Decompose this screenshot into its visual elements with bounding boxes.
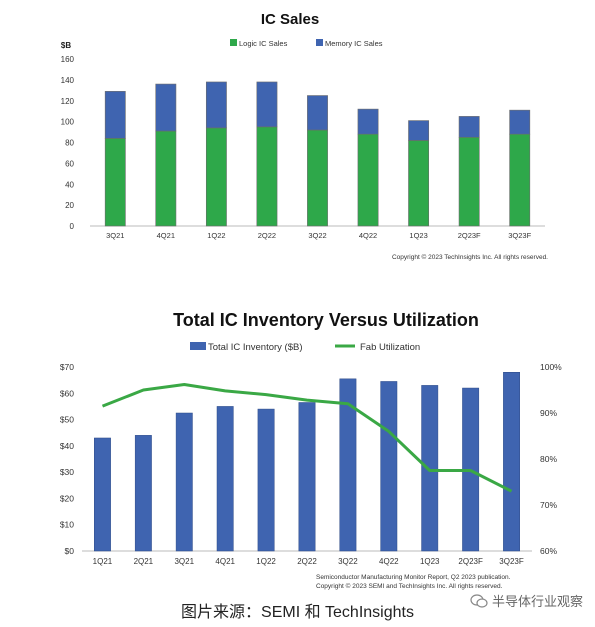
chart1-ylabel: $B <box>61 41 71 50</box>
y-tick-label: 140 <box>61 76 75 85</box>
bar-total-ic-inventory <box>503 372 520 552</box>
watermark: 半导体行业观察 <box>470 591 583 610</box>
ic-sales-chart: IC Sales $B Logic IC Sales Memory IC Sal… <box>61 11 549 261</box>
x-tick-label: 3Q23F <box>499 557 524 566</box>
bar-total-ic-inventory <box>134 435 152 552</box>
bar-total-ic-inventory <box>339 378 357 552</box>
chart1-title: IC Sales <box>261 11 319 28</box>
y-tick-label: 60 <box>65 159 74 168</box>
bar-logic-ic <box>509 133 531 227</box>
x-tick-label: 4Q22 <box>379 557 399 566</box>
bar-logic-ic <box>205 127 227 227</box>
chart1-copyright: Copyright © 2023 TechInsights Inc. All r… <box>392 253 548 261</box>
image-source-caption: 图片来源：SEMI 和 TechInsights <box>181 604 414 621</box>
x-tick-label: 1Q22 <box>256 557 276 566</box>
x-tick-label: 2Q23F <box>458 557 483 566</box>
bar-memory-ic <box>408 120 430 141</box>
legend-swatch-memory <box>316 39 323 46</box>
y-left-tick-label: $30 <box>60 467 74 477</box>
bar-total-ic-inventory <box>257 408 275 552</box>
y-tick-label: 160 <box>61 55 75 64</box>
chart2-title: Total IC Inventory Versus Utilization <box>173 310 479 330</box>
y-right-tick-label: 70% <box>540 500 557 510</box>
wechat-logo-icon <box>470 593 488 608</box>
y-left-tick-label: $20 <box>60 493 74 503</box>
bar-memory-ic <box>307 95 328 131</box>
chart2-source-line1: Semiconductor Manufacturing Monitor Repo… <box>316 574 511 581</box>
y-left-tick-label: $70 <box>60 362 74 372</box>
x-tick-label: 3Q21 <box>174 557 194 566</box>
y-tick-label: 80 <box>65 139 74 148</box>
bar-memory-ic <box>104 91 126 139</box>
y-right-tick-label: 80% <box>540 454 557 464</box>
bar-total-ic-inventory <box>298 402 316 552</box>
y-tick-label: 0 <box>70 222 75 231</box>
y-tick-label: 120 <box>61 97 75 106</box>
bar-total-ic-inventory <box>380 381 398 552</box>
line-fab-utilization <box>101 383 513 493</box>
bar-memory-ic <box>509 109 531 135</box>
bar-logic-ic <box>458 136 480 227</box>
x-tick-label: 1Q21 <box>93 557 113 566</box>
watermark-text: 半导体行业观察 <box>491 594 583 609</box>
legend-label-logic: Logic IC Sales <box>239 39 288 48</box>
y-left-tick-label: $40 <box>60 441 74 451</box>
bar-memory-ic <box>155 83 177 132</box>
x-tick-label: 4Q22 <box>359 231 377 240</box>
bar-logic-ic <box>357 133 379 227</box>
legend-label-memory: Memory IC Sales <box>325 39 383 48</box>
chart2-source-line2: Copyright © 2023 SEMI and TechInsights I… <box>316 582 503 590</box>
bar-total-ic-inventory <box>94 437 111 552</box>
bar-logic-ic <box>307 129 328 227</box>
x-tick-label: 3Q22 <box>308 231 326 240</box>
chart2-legend: Total IC Inventory ($B) Fab Utilization <box>190 342 420 353</box>
x-tick-label: 1Q22 <box>207 231 225 240</box>
bar-memory-ic <box>205 81 227 129</box>
x-tick-label: 4Q21 <box>157 231 175 240</box>
x-tick-label: 2Q22 <box>258 231 276 240</box>
inventory-utilization-chart: Total IC Inventory Versus Utilization To… <box>60 310 562 590</box>
bar-total-ic-inventory <box>216 406 234 552</box>
x-tick-label: 3Q23F <box>508 231 531 240</box>
bar-logic-ic <box>104 138 126 227</box>
y-tick-label: 20 <box>65 201 74 210</box>
bar-memory-ic <box>458 116 480 138</box>
x-tick-label: 4Q21 <box>215 557 235 566</box>
x-tick-label: 2Q22 <box>297 557 317 566</box>
bar-logic-ic <box>155 130 177 227</box>
x-tick-label: 3Q22 <box>338 557 358 566</box>
x-tick-label: 2Q21 <box>134 557 154 566</box>
y-left-tick-label: $10 <box>60 520 74 530</box>
y-tick-label: 100 <box>61 118 75 127</box>
bar-memory-ic <box>256 81 278 128</box>
x-tick-label: 1Q23 <box>420 557 440 566</box>
legend-swatch-logic <box>230 39 237 46</box>
y-tick-label: 40 <box>65 180 74 189</box>
bar-logic-ic <box>408 140 430 227</box>
bar-memory-ic <box>357 108 379 135</box>
y-left-tick-label: $0 <box>65 546 75 556</box>
bar-total-ic-inventory <box>421 385 439 552</box>
y-right-tick-label: 60% <box>540 546 557 556</box>
bar-logic-ic <box>256 126 278 227</box>
y-left-tick-label: $60 <box>60 388 74 398</box>
x-tick-label: 1Q23 <box>409 231 427 240</box>
chart1-legend: Logic IC Sales Memory IC Sales <box>230 39 383 48</box>
x-tick-label: 2Q23F <box>458 231 481 240</box>
y-right-tick-label: 100% <box>540 362 562 372</box>
y-right-tick-label: 90% <box>540 408 557 418</box>
y-left-tick-label: $50 <box>60 415 74 425</box>
legend-swatch-inventory <box>190 342 206 350</box>
legend-label-inventory: Total IC Inventory ($B) <box>208 342 303 353</box>
bar-total-ic-inventory <box>175 412 193 552</box>
legend-label-utilization: Fab Utilization <box>360 342 420 353</box>
x-tick-label: 3Q21 <box>106 231 124 240</box>
